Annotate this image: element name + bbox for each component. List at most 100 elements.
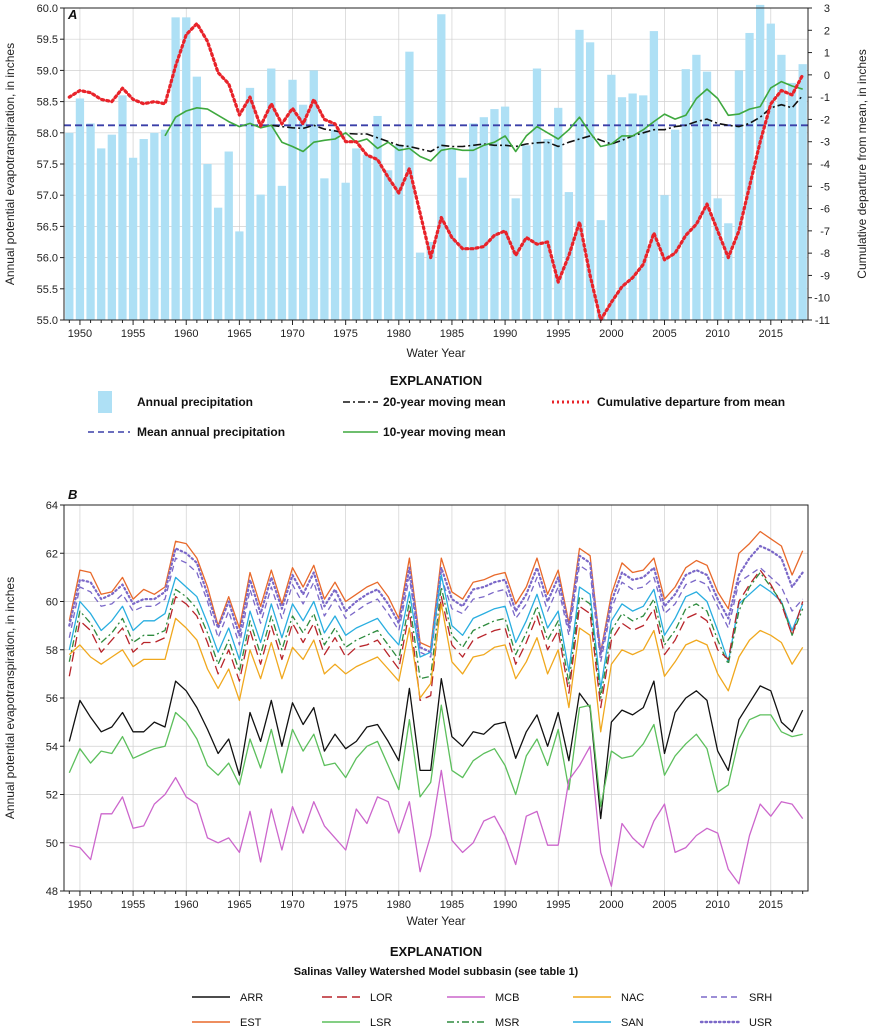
panel-a-bars	[65, 4, 807, 321]
bar-annual-precipitation-2000	[607, 74, 616, 320]
bar-annual-precipitation-1966	[245, 87, 255, 320]
panel-b-letter: B	[68, 487, 77, 502]
panel-a-y2-tick-label: -5	[820, 181, 830, 193]
panel-a-x-tick-label: 1970	[280, 328, 304, 340]
bar-annual-precipitation-1974	[330, 129, 340, 320]
bar-annual-precipitation-1962	[203, 164, 212, 320]
legend-swatch-annual-precipitation	[98, 391, 112, 413]
bar-annual-precipitation-2001	[617, 97, 627, 321]
panel-a-y2-tick-label: -4	[820, 159, 830, 171]
bar-annual-precipitation-1979	[384, 170, 393, 320]
legend-label-20-year-moving-mean: 20-year moving mean	[383, 395, 506, 409]
panel-a-y2-tick-label: -8	[820, 248, 830, 260]
bar-annual-precipitation-1987	[469, 123, 478, 320]
bar-annual-precipitation-1961	[192, 76, 202, 320]
bar-annual-precipitation-2017	[787, 82, 797, 320]
bar-annual-precipitation-1957	[150, 132, 159, 320]
bar-annual-precipitation-1965	[235, 231, 244, 320]
panel-a-x-tick-label: 1990	[493, 328, 517, 340]
bar-annual-precipitation-2012	[734, 70, 744, 321]
panel-a-y2-tick-label: 2	[824, 25, 830, 37]
panel-a-y2-tick-label: -10	[814, 293, 830, 305]
bar-annual-precipitation-2003	[639, 95, 648, 320]
bar-annual-precipitation-2006	[670, 129, 680, 320]
bar-annual-precipitation-1989	[490, 109, 499, 320]
line-msr	[68, 571, 804, 699]
panel-a-chart: 55.0 55.5 56.0 56.5 57.0 57.5 58.0 58.5 59.0 59.5…	[3, 3, 869, 360]
line-san	[68, 574, 804, 690]
bar-annual-precipitation-1953	[107, 134, 116, 320]
bar-annual-precipitation-1992	[522, 145, 531, 320]
panel-a-y2-axis-label: Cumulative departure from mean, in inche…	[855, 49, 869, 278]
panel-b-x-tick-label: 2010	[705, 899, 729, 911]
bar-annual-precipitation-1983	[426, 242, 435, 320]
bar-annual-precipitation-2008	[692, 54, 701, 321]
bar-annual-precipitation-2014	[756, 4, 765, 320]
bar-annual-precipitation-1955	[128, 157, 138, 320]
panel-a-y-tick-label: 59.0	[37, 65, 58, 77]
legend-label-mean-annual-precipitation: Mean annual precipitation	[137, 425, 285, 439]
legend-label-mcb: MCB	[495, 992, 519, 1004]
bar-annual-precipitation-1950	[75, 98, 85, 320]
panel-b-y-tick-label: 52	[46, 790, 58, 802]
panel-a-y-tick-label: 55.5	[37, 284, 58, 296]
legend-label-lor: LOR	[370, 992, 393, 1004]
line-lsr	[68, 704, 803, 808]
legend-label-annual-precipitation: Annual precipitation	[137, 395, 253, 409]
panel-a-y-tick-label: 55.0	[37, 315, 58, 327]
legend-label-arr: ARR	[240, 992, 263, 1004]
line-est	[68, 530, 804, 653]
panel-b-legend: EXPLANATION Salinas Valley Watershed Mod…	[192, 944, 772, 1029]
panel-b-x-tick-label: 1970	[280, 899, 304, 911]
bar-annual-precipitation-1991	[511, 198, 520, 320]
panel-a-letter: A	[67, 7, 77, 22]
bar-annual-precipitation-1954	[118, 95, 127, 320]
panel-a-y-tick-label: 56.0	[37, 253, 58, 265]
bar-annual-precipitation-2015	[766, 23, 775, 320]
panel-a-y-tick-label: 58.0	[37, 128, 58, 140]
panel-b-y-tick-label: 60	[46, 597, 58, 609]
panel-a-left-axis: 55.0 55.5 56.0 56.5 57.0 57.5 58.0 58.5 59.0 59.5…	[37, 3, 64, 327]
panel-a-y-tick-label: 56.5	[37, 221, 58, 233]
bar-annual-precipitation-1977	[362, 154, 372, 320]
bar-annual-precipitation-2016	[777, 54, 786, 321]
panel-b-x-axis-label: Water Year	[407, 914, 466, 928]
legend-label-10-year-moving-mean: 10-year moving mean	[383, 425, 506, 439]
panel-a-x-tick-label: 1950	[68, 328, 92, 340]
bar-annual-precipitation-1970	[288, 79, 297, 320]
panel-a-legend: EXPLANATION Annual precipitation 20-year…	[88, 373, 785, 439]
bar-annual-precipitation-1971	[298, 104, 308, 320]
panel-b-legend-subtitle: Salinas Valley Watershed Model subbasin …	[294, 966, 579, 978]
panel-b-x-tick-label: 1965	[227, 899, 251, 911]
panel-a-x-tick-label: 1985	[440, 328, 464, 340]
bar-annual-precipitation-2011	[724, 223, 733, 320]
bar-annual-precipitation-1959	[171, 17, 180, 321]
panel-a-x-tick-label: 1955	[121, 328, 145, 340]
bar-annual-precipitation-1981	[405, 51, 414, 321]
legend-label-lsr: LSR	[370, 1017, 391, 1029]
panel-b-x-tick-label: 1955	[121, 899, 145, 911]
bar-annual-precipitation-1988	[479, 117, 488, 320]
bar-annual-precipitation-1952	[97, 148, 106, 320]
bar-annual-precipitation-1975	[341, 182, 350, 320]
panel-a-x-axis-label: Water Year	[407, 346, 466, 360]
panel-a-y2-tick-label: -3	[820, 137, 830, 149]
panel-b-x-tick-label: 2015	[759, 899, 783, 911]
panel-a-y-tick-label: 59.5	[37, 34, 58, 46]
line-arr	[68, 678, 804, 820]
legend-label-cumulative-departure: Cumulative departure from mean	[597, 395, 785, 409]
panel-b-y-tick-label: 48	[46, 886, 58, 898]
panel-b-legend-entries: ARR LOR MCB NAC SRH EST LSR MSR SAN USR	[192, 992, 772, 1029]
panel-b-x-tick-label: 1985	[440, 899, 464, 911]
panel-b-legend-title: EXPLANATION	[390, 944, 482, 959]
bar-annual-precipitation-1972	[309, 70, 318, 321]
bar-annual-precipitation-1994	[543, 139, 552, 320]
bar-annual-precipitation-2009	[702, 71, 712, 320]
bar-annual-precipitation-1963	[213, 207, 223, 320]
panel-b-lines	[68, 530, 804, 887]
panel-b-y-tick-label: 58	[46, 645, 58, 657]
legend-label-usr: USR	[749, 1017, 772, 1029]
bar-annual-precipitation-1985	[447, 148, 457, 320]
